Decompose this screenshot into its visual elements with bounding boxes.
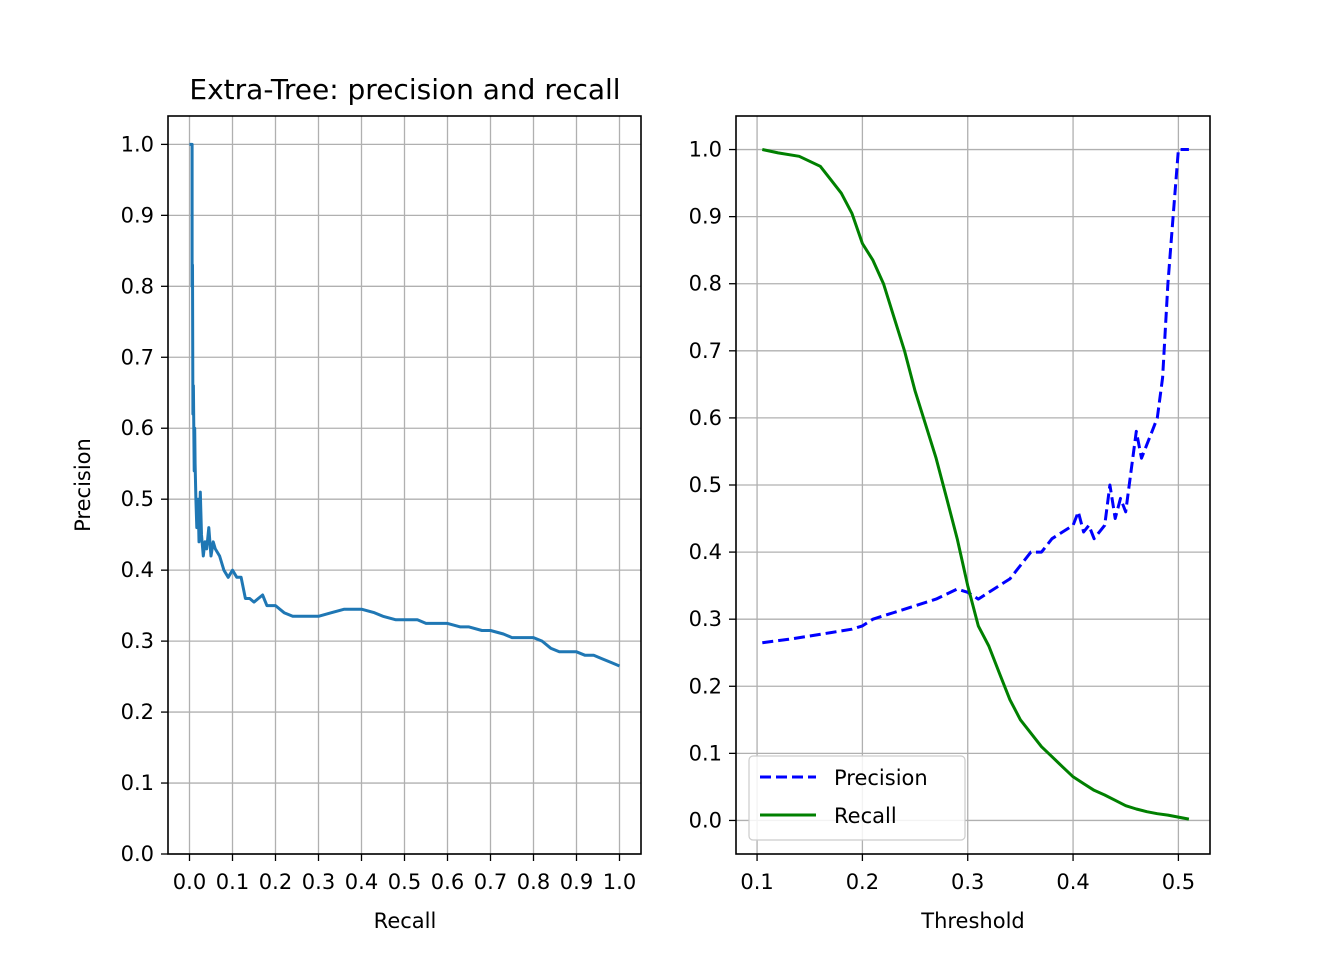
y-tick-label: 0.4	[121, 558, 154, 582]
series-line-recall	[761, 148, 1190, 821]
x-tick-label: 0.4	[345, 870, 378, 894]
y-tick-label: 0.3	[689, 607, 722, 631]
x-tick-label: 0.4	[1056, 870, 1089, 894]
x-tick-label: 0.2	[846, 870, 879, 894]
y-tick-label: 0.8	[689, 272, 722, 296]
y-tick-label: 0.6	[121, 416, 154, 440]
x-tick-label: 0.8	[517, 870, 550, 894]
x-axis-label: Recall	[374, 909, 437, 933]
y-tick-label: 0.2	[689, 674, 722, 698]
y-tick-label: 0.1	[689, 741, 722, 765]
x-axis-label: Threshold	[920, 909, 1025, 933]
y-tick-label: 0.5	[689, 473, 722, 497]
precision-recall-chart: 0.0 0.1 0.2 0.3 0.4 0.5 0.6 0.7 0.8 0.9 1.0 0.0 0.1 0…	[71, 73, 642, 933]
x-tick-label: 0.5	[1162, 870, 1195, 894]
y-tick-label: 0.9	[121, 203, 154, 227]
y-tick-label: 0.1	[121, 771, 154, 795]
precision-recall-threshold-chart: 0.1 0.2 0.3 0.4 0.5 0.0 0.1 0.2 0.3 0.4 0.5 0.6 0.7 0…	[689, 115, 1211, 933]
y-tick-label: 0.3	[121, 629, 154, 653]
chart-title: Extra-Tree: precision and recall	[189, 73, 620, 106]
x-tick-label: 0.3	[951, 870, 984, 894]
y-tick-label: 0.2	[121, 700, 154, 724]
x-tick-label: 0.3	[302, 870, 335, 894]
y-tick-label: 0.0	[689, 808, 722, 832]
legend: Precision Recall	[748, 755, 966, 841]
x-tick-label: 0.1	[216, 870, 249, 894]
x-tick-label: 0.5	[388, 870, 421, 894]
grid-lines	[736, 116, 1210, 854]
ticks: 0.0 0.1 0.2 0.3 0.4 0.5 0.6 0.7 0.8 0.9 1.0 0.0 0.1 0…	[121, 132, 637, 894]
y-tick-label: 1.0	[121, 132, 154, 156]
series-line	[189, 142, 621, 668]
y-tick-label: 0.8	[121, 274, 154, 298]
y-tick-label: 1.0	[689, 138, 722, 162]
x-tick-label: 0.9	[560, 870, 593, 894]
ticks: 0.1 0.2 0.3 0.4 0.5 0.0 0.1 0.2 0.3 0.4 0.5 0.6 0.7 0…	[689, 138, 1196, 894]
x-tick-label: 0.2	[259, 870, 292, 894]
y-tick-label: 0.0	[121, 842, 154, 866]
x-tick-label: 0.7	[474, 870, 507, 894]
legend-label-recall: Recall	[834, 804, 897, 828]
y-tick-label: 0.6	[689, 406, 722, 430]
x-tick-label: 0.0	[173, 870, 206, 894]
grid-lines	[168, 116, 641, 855]
y-axis-label: Precision	[71, 438, 95, 532]
y-tick-label: 0.9	[689, 205, 722, 229]
x-tick-label: 0.1	[740, 870, 773, 894]
y-tick-label: 0.4	[689, 540, 722, 564]
y-tick-label: 0.5	[121, 487, 154, 511]
legend-label-precision: Precision	[834, 766, 928, 790]
y-tick-label: 0.7	[121, 345, 154, 369]
series-line-precision	[762, 148, 1189, 645]
x-tick-label: 1.0	[603, 870, 636, 894]
y-tick-label: 0.7	[689, 339, 722, 363]
x-tick-label: 0.6	[431, 870, 464, 894]
